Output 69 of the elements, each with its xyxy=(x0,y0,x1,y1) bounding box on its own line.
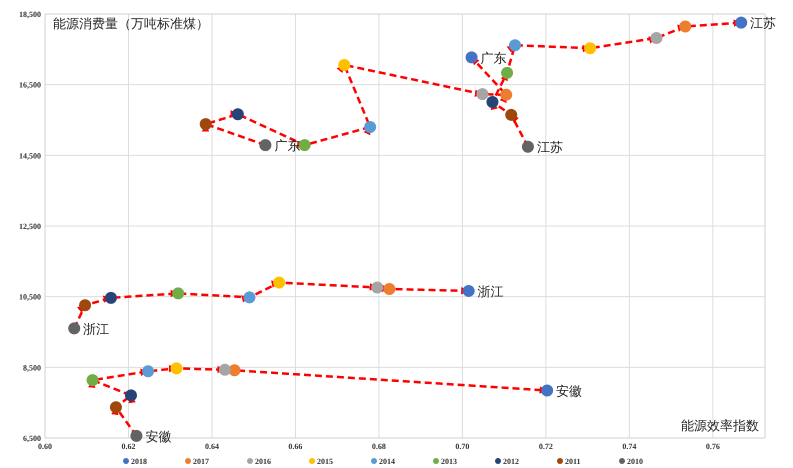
x-tick-label: 0.74 xyxy=(622,442,636,451)
x-tick-label: 0.66 xyxy=(288,442,302,451)
y-tick-label: 6,500 xyxy=(23,434,41,443)
y-tick-label: 18,500 xyxy=(19,10,41,19)
annotation: 浙江 xyxy=(83,322,110,338)
annotation: 广东 xyxy=(480,51,507,66)
point xyxy=(462,284,475,297)
legend-label: 2017 xyxy=(193,457,209,466)
x-tick-label: 0.68 xyxy=(372,442,386,451)
x-tick-label: 0.64 xyxy=(204,442,219,451)
point xyxy=(124,389,137,402)
point xyxy=(486,96,498,108)
legend-label: 2014 xyxy=(379,457,395,466)
x-axis-title: 能源效率指数 xyxy=(681,418,759,434)
point xyxy=(130,430,142,442)
point xyxy=(505,108,518,121)
legend-label: 2010 xyxy=(627,457,643,466)
point xyxy=(541,384,554,397)
point xyxy=(508,39,521,52)
y-tick-label: 16,500 xyxy=(19,80,41,90)
annotation: 安徽 xyxy=(145,428,172,445)
point xyxy=(172,287,184,300)
annotation: 江苏 xyxy=(750,16,776,32)
x-tick-label: 0.72 xyxy=(538,442,553,451)
y-tick-label: 10,500 xyxy=(19,292,41,302)
x-tick-label: 0.62 xyxy=(121,442,136,451)
legend-label: 2015 xyxy=(317,457,333,466)
point xyxy=(476,88,488,100)
point xyxy=(501,66,514,79)
point xyxy=(170,362,182,374)
point xyxy=(142,365,154,378)
point xyxy=(584,42,596,54)
point xyxy=(232,108,244,120)
annotation: 广东 xyxy=(274,139,300,154)
legend-label: 2018 xyxy=(131,457,147,466)
point xyxy=(110,401,122,414)
point xyxy=(200,118,212,130)
point xyxy=(79,299,92,312)
point xyxy=(735,16,748,29)
point xyxy=(371,282,384,294)
point xyxy=(86,374,99,386)
y-tick-label: 12,500 xyxy=(19,222,41,231)
legend-label: 2011 xyxy=(565,457,581,466)
point xyxy=(522,140,534,153)
y-tick-label: 14,500 xyxy=(19,151,41,160)
point xyxy=(679,20,692,33)
x-tick-label: 0.76 xyxy=(706,442,720,451)
point xyxy=(500,88,512,101)
annotation: 安徽 xyxy=(556,384,582,400)
point xyxy=(68,322,80,334)
point xyxy=(104,292,117,304)
x-tick-label: 0.70 xyxy=(455,442,470,451)
point xyxy=(218,364,231,376)
legend-label: 2016 xyxy=(255,457,271,466)
point xyxy=(383,282,396,295)
y-axis-title: 能源消费量（万吨标准煤） xyxy=(53,17,209,32)
x-tick-label: 0.60 xyxy=(38,442,52,451)
point xyxy=(650,32,662,44)
legend-label: 2013 xyxy=(441,457,457,466)
point xyxy=(259,139,272,152)
point xyxy=(364,121,376,134)
y-tick-label: 8,500 xyxy=(23,363,41,372)
point xyxy=(466,51,478,64)
point xyxy=(338,58,350,71)
point xyxy=(244,291,256,304)
point xyxy=(273,276,286,289)
annotation: 浙江 xyxy=(478,284,504,300)
legend-label: 2012 xyxy=(503,457,519,466)
annotation: 江苏 xyxy=(536,140,563,156)
